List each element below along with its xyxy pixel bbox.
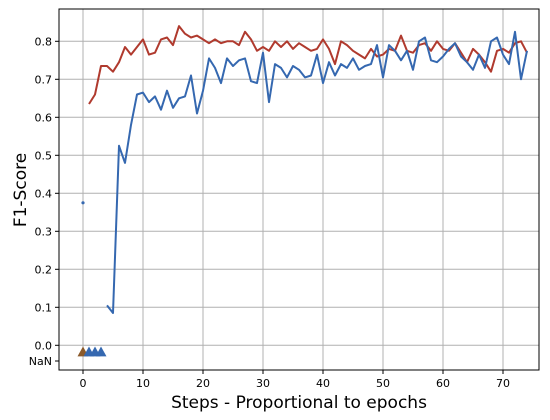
point-marker: [81, 201, 85, 205]
marker-layer: [77, 201, 107, 357]
x-tick-label: 30: [256, 377, 270, 390]
y-tick-label: 0.3: [35, 225, 53, 238]
y-tick-label: 0.1: [35, 301, 53, 314]
x-tick-label: 0: [80, 377, 87, 390]
y-axis-ticks: 0.0 0.1 0.2 0.3 0.4 0.5 0.6 0.7 0.8 NaN: [29, 35, 59, 368]
x-axis-ticks: 0 10 20 30 40 50 60 70: [80, 370, 510, 390]
series-layer: [88, 25, 528, 314]
y-tick-label: 0.5: [35, 149, 53, 162]
plot-frame: [58, 8, 540, 371]
grid: [59, 9, 539, 370]
y-tick-label-nan: NaN: [29, 355, 52, 368]
x-tick-label: 40: [316, 377, 330, 390]
y-tick-label: 0.7: [35, 73, 53, 86]
x-tick-label: 70: [496, 377, 510, 390]
nan-triangle-marker: [95, 346, 107, 357]
x-tick-label: 50: [376, 377, 390, 390]
series-line-1: [88, 25, 528, 105]
y-axis-title: F1-Score: [11, 153, 31, 227]
x-tick-label: 60: [436, 377, 450, 390]
y-tick-label: 0.4: [35, 187, 53, 200]
x-tick-label: 10: [136, 377, 150, 390]
series-line-2: [106, 30, 528, 314]
x-axis-title: Steps - Proportional to epochs: [171, 393, 427, 413]
y-tick-label: 0.6: [35, 111, 53, 124]
x-tick-label: 20: [196, 377, 210, 390]
y-tick-label: 0.8: [35, 35, 53, 48]
y-tick-label: 0.2: [35, 263, 53, 276]
y-tick-label: 0.0: [35, 339, 53, 352]
